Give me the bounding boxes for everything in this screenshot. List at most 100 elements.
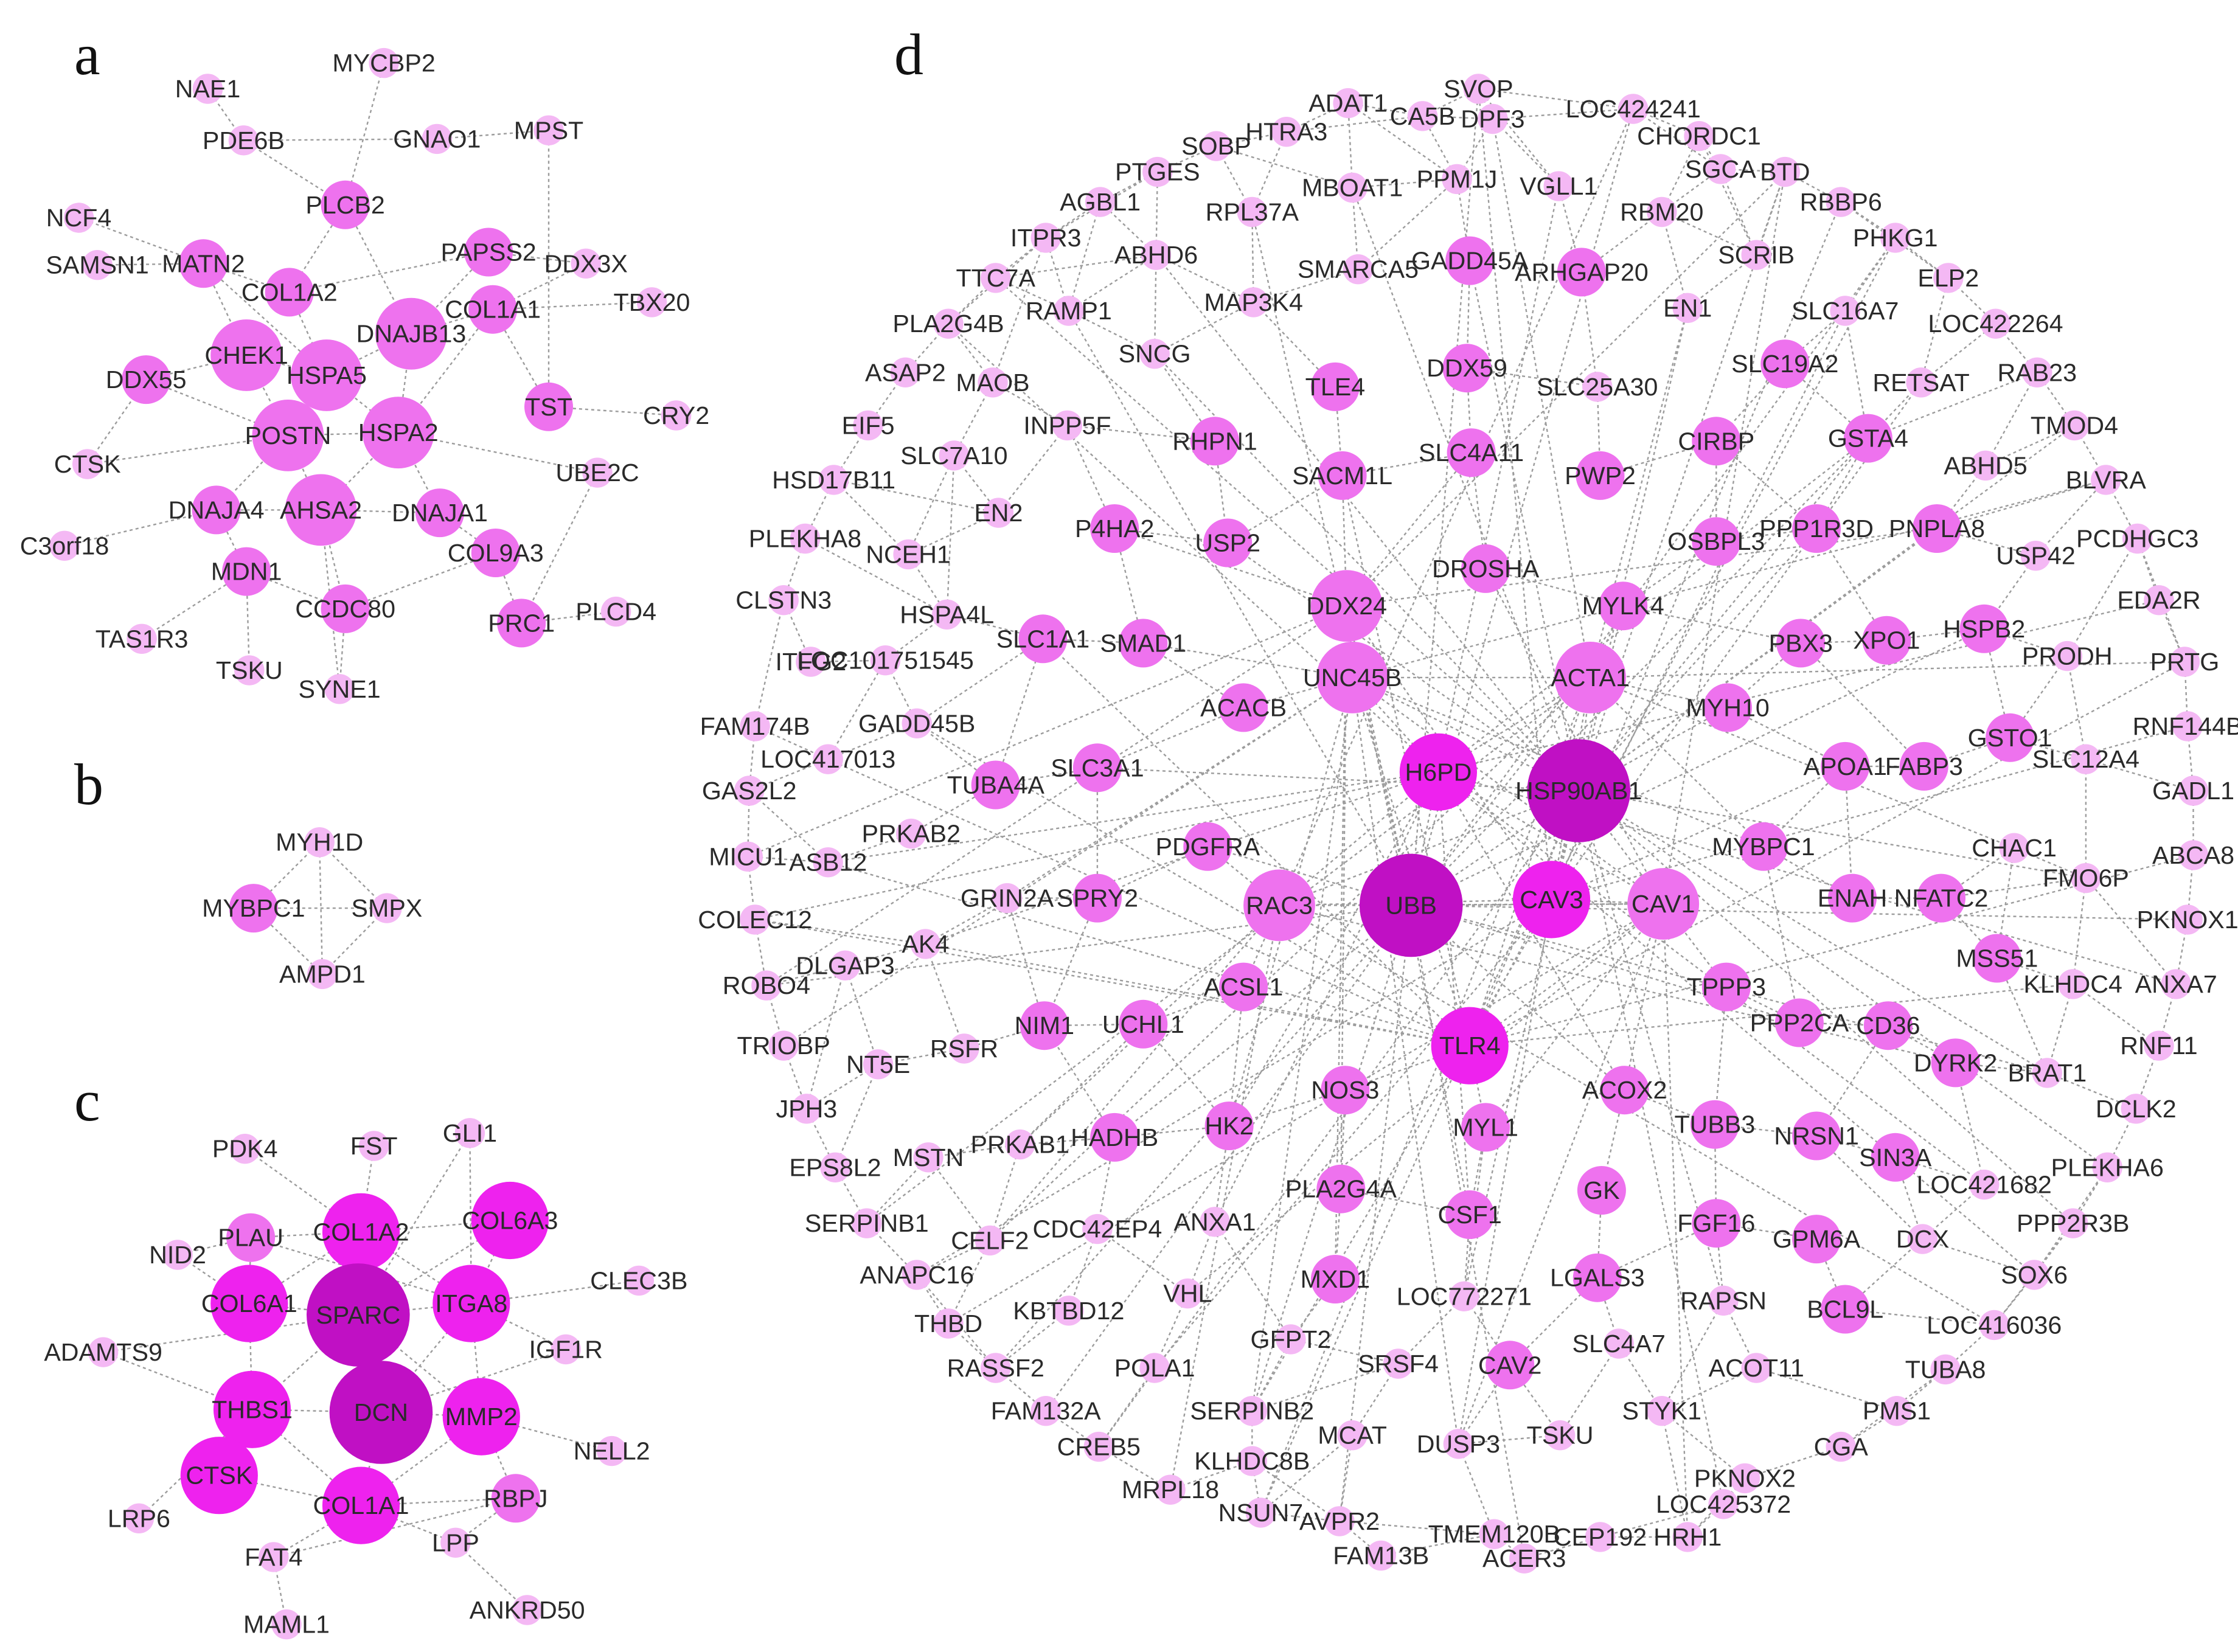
node-label: SACM1L: [1292, 462, 1392, 490]
node-col1a1: COL1A1: [313, 1466, 409, 1544]
node-label: RBBP6: [1800, 188, 1882, 216]
node-label: PLA2G4B: [892, 310, 1004, 338]
network-edge: [397, 333, 412, 433]
node-label: SVOP: [1444, 75, 1513, 103]
network-edge: [827, 758, 1470, 1047]
node-label: SPRY2: [1057, 884, 1138, 912]
node-label: FABP3: [1885, 752, 1963, 780]
network-edge: [1042, 638, 1471, 1047]
node-usp42: USP42: [1996, 541, 2076, 571]
node-circle: [1085, 187, 1116, 217]
node-label: PLA2G4A: [1285, 1175, 1397, 1203]
node-circle: [992, 883, 1023, 914]
network-edge: [1437, 186, 1560, 772]
node-circle: [1972, 934, 2021, 983]
network-edge: [916, 898, 1552, 1275]
node-circle: [1509, 1543, 1540, 1574]
node-label: PLEKHA6: [2051, 1153, 2163, 1181]
node-label: PRKAB1: [971, 1131, 1070, 1159]
node-label: ANKRD50: [470, 1596, 585, 1624]
node-circle: [740, 711, 770, 741]
node-cav3: CAV3: [1512, 861, 1591, 939]
node-label: RAMP1: [1026, 297, 1112, 325]
node-label: SLC19A2: [1731, 350, 1838, 378]
panel-d-letter: d: [894, 22, 923, 87]
node-label: TLR4: [1439, 1032, 1501, 1060]
node-acsl1: ACSL1: [1204, 962, 1284, 1012]
network-edge: [1045, 201, 1101, 238]
node-lrp6: LRP6: [108, 1503, 170, 1533]
network-edge: [138, 1409, 253, 1519]
network-edge: [1187, 903, 1664, 1294]
node-label: CGA: [1814, 1433, 1869, 1461]
network-edge: [203, 263, 248, 356]
node-circle: [230, 1134, 260, 1164]
node-circle: [1979, 1310, 2009, 1341]
node-label: GADD45A: [1411, 247, 1529, 275]
node-circle: [210, 1265, 288, 1342]
node-label: TUBA4A: [947, 771, 1045, 799]
node-pdgfra: PDGFRA: [1155, 822, 1260, 871]
node-label: LOC101751545: [797, 647, 974, 675]
node-label: ITPR3: [1010, 224, 1082, 252]
node-phkg1: PHKG1: [1853, 223, 1938, 253]
node-circle: [2178, 776, 2209, 806]
node-label: MYH1D: [276, 828, 363, 856]
node-ppp2ca: PPP2CA: [1750, 998, 1849, 1047]
network-edge: [1478, 88, 1633, 110]
node-slc4a11: SLC4A11: [1419, 428, 1524, 477]
network-edge: [1922, 1238, 2035, 1276]
network-edge: [1985, 425, 2075, 467]
node-label: SNCG: [1119, 340, 1191, 368]
network-edge: [1347, 102, 1458, 180]
node-ttc7a: TTC7A: [956, 263, 1035, 293]
node-label: ITFG2: [776, 648, 847, 676]
node-label: UCHL1: [1102, 1010, 1184, 1038]
node-label: ACOX2: [1582, 1076, 1667, 1104]
node-col1a1: COL1A1: [445, 285, 541, 334]
node-c3orf18: C3orf18: [20, 530, 109, 561]
node-label: LOC422264: [1928, 310, 2063, 338]
node-circle: [127, 623, 157, 654]
node-label: CAV1: [1632, 890, 1695, 918]
node-label: PMS1: [1863, 1397, 1931, 1425]
node-circle: [1959, 604, 2009, 653]
node-circle: [2172, 711, 2203, 741]
node-pdk4: PDK4: [212, 1134, 278, 1164]
node-circle: [122, 355, 171, 404]
node-abca8: ABCA8: [2152, 840, 2234, 870]
network-edge: [1214, 1221, 1291, 1340]
node-label: SPARC: [316, 1301, 400, 1329]
node-label: UBE2C: [555, 459, 639, 487]
network-edge: [908, 455, 955, 555]
node-circle: [830, 950, 861, 981]
node-label: CREB5: [1057, 1433, 1141, 1461]
node-fam132a: FAM132A: [991, 1396, 1101, 1426]
node-label: USP2: [1195, 529, 1260, 557]
network-edge: [1578, 790, 2108, 1168]
node-circle: [571, 248, 601, 279]
node-label: ACSL1: [1204, 973, 1284, 1001]
node-label: RASSF2: [947, 1354, 1044, 1382]
node-circle: [471, 529, 520, 577]
node-hk2: HK2: [1205, 1102, 1254, 1150]
node-circle: [1337, 1420, 1367, 1451]
node-label: PKNOX1: [2137, 906, 2238, 934]
node-plekha8: PLEKHA8: [749, 523, 861, 554]
network-edge: [2184, 661, 2189, 727]
node-rsfr: RSFR: [930, 1033, 998, 1064]
node-pla2g4b: PLA2G4B: [892, 308, 1004, 339]
panel-b-letter: b: [74, 752, 103, 817]
node-label: MYBPC1: [202, 894, 305, 922]
node-label: NAE1: [175, 75, 241, 103]
node-label: CRY2: [643, 401, 709, 429]
network-edge: [361, 1504, 456, 1544]
node-label: SRSF4: [1358, 1350, 1439, 1378]
node-nfatc2: NFATC2: [1894, 873, 1988, 923]
node-circle: [1018, 614, 1068, 664]
node-label: TTC7A: [956, 264, 1035, 292]
network-edge: [1551, 765, 1846, 900]
node-circle: [1072, 873, 1122, 923]
node-creb5: CREB5: [1057, 1431, 1141, 1462]
node-slc7a10: SLC7A10: [900, 440, 1008, 471]
